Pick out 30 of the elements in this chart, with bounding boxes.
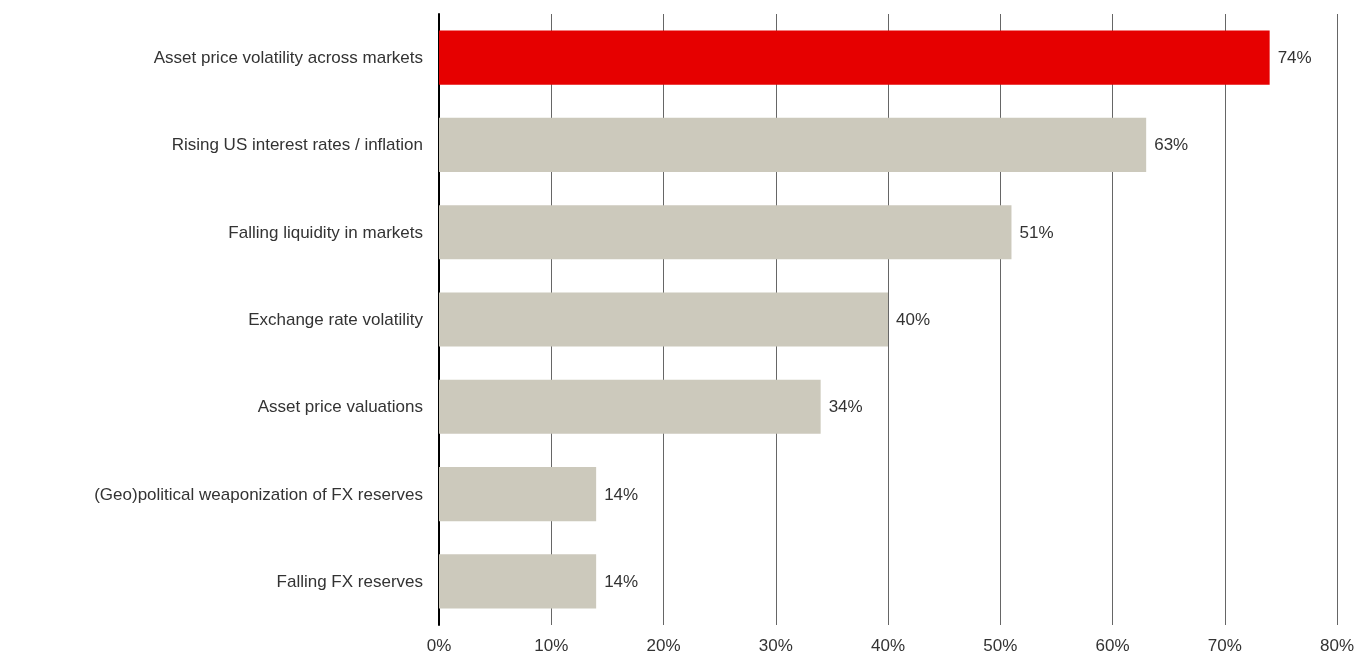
x-tick-label: 70% <box>1207 636 1242 655</box>
x-tick-label: 10% <box>534 636 569 655</box>
x-tick-label: 50% <box>983 636 1018 655</box>
x-tick-label: 40% <box>870 636 906 655</box>
x-tick-label: 20% <box>646 636 681 655</box>
x-tick-label: 0% <box>426 636 452 655</box>
bar <box>439 30 1270 85</box>
x-tick-label: 60% <box>1095 636 1130 655</box>
y-tick-label: Falling liquidity in markets <box>228 222 423 242</box>
bar <box>439 292 888 347</box>
y-tick-label: Falling FX reserves <box>276 571 423 591</box>
bar <box>439 467 597 522</box>
data-label: 40% <box>896 310 931 329</box>
bar <box>439 205 1012 260</box>
y-tick-label: Asset price volatility across markets <box>153 48 423 68</box>
data-label: 63% <box>1154 135 1189 155</box>
data-label: 14% <box>604 571 639 591</box>
data-label: 34% <box>828 397 863 417</box>
data-label: 14% <box>604 484 639 504</box>
y-tick-label: Asset price valuations <box>257 397 423 417</box>
bar <box>439 554 597 609</box>
y-tick-label: Rising US interest rates / inflation <box>171 135 423 155</box>
y-tick-label: Exchange rate volatility <box>248 310 424 329</box>
y-tick-label: (Geo)political weaponization of FX reserves <box>94 484 423 504</box>
bar <box>439 117 1147 172</box>
x-tick-label: 80% <box>1319 636 1355 655</box>
data-label: 51% <box>1019 222 1054 242</box>
bar <box>439 379 821 434</box>
data-label: 74% <box>1277 48 1312 68</box>
x-tick-label: 30% <box>758 636 793 655</box>
